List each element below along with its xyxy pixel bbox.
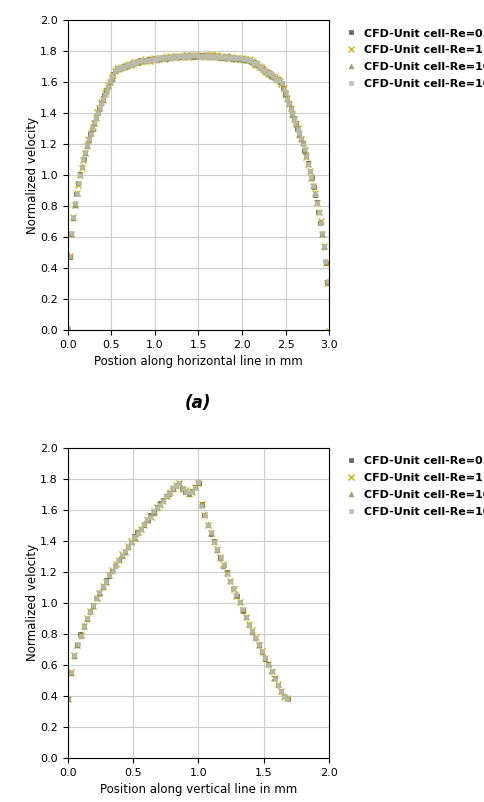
Line: CFD-Unit cell-Re=100: CFD-Unit cell-Re=100 [65,480,289,701]
CFD-Unit cell-Re=100 [186,487,192,496]
CFD-Unit cell-Re=10 [252,634,258,643]
CFD-Unit cell-Re=100 [326,326,332,336]
CFD-Unit cell-Re=1 [256,640,262,650]
X-axis label: Position along vertical line in mm: Position along vertical line in mm [100,784,297,796]
CFD-Unit cell-Re=1 [116,555,122,565]
Line: CFD-Unit cell-Re=1: CFD-Unit cell-Re=1 [65,480,290,703]
CFD-Unit cell-Re=0.1 [186,489,192,499]
CFD-Unit cell-Re=100 [151,55,157,64]
CFD-Unit cell-Re=0.1 [198,50,204,59]
CFD-Unit cell-Re=1 [64,325,70,334]
CFD-Unit cell-Re=100 [116,556,121,565]
CFD-Unit cell-Re=1 [285,694,290,703]
CFD-Unit cell-Re=100 [132,532,137,541]
CFD-Unit cell-Re=10 [326,326,332,336]
CFD-Unit cell-Re=100 [65,325,71,334]
Legend: CFD-Unit cell-Re=0.1, CFD-Unit cell-Re=1, CFD-Unit cell-Re=10, CFD-Unit cell-Re=: CFD-Unit cell-Re=0.1, CFD-Unit cell-Re=1… [343,453,484,520]
CFD-Unit cell-Re=10 [197,50,203,59]
Text: (a): (a) [185,394,212,411]
CFD-Unit cell-Re=0.1 [116,555,122,565]
CFD-Unit cell-Re=10 [284,693,290,703]
CFD-Unit cell-Re=100 [252,633,258,642]
CFD-Unit cell-Re=0.1 [247,56,253,66]
CFD-Unit cell-Re=1 [94,593,100,603]
CFD-Unit cell-Re=0.1 [285,695,290,704]
CFD-Unit cell-Re=0.1 [253,634,258,643]
CFD-Unit cell-Re=1 [65,695,71,704]
CFD-Unit cell-Re=10 [151,54,157,63]
CFD-Unit cell-Re=10 [214,52,220,62]
CFD-Unit cell-Re=100 [196,477,201,487]
CFD-Unit cell-Re=0.1 [65,324,71,334]
CFD-Unit cell-Re=100 [203,51,209,61]
CFD-Unit cell-Re=10 [256,640,262,650]
CFD-Unit cell-Re=100 [256,639,261,649]
CFD-Unit cell-Re=0.1 [168,53,174,63]
CFD-Unit cell-Re=1 [253,633,258,642]
CFD-Unit cell-Re=0.1 [203,51,209,60]
Line: CFD-Unit cell-Re=10: CFD-Unit cell-Re=10 [65,479,289,701]
CFD-Unit cell-Re=10 [94,593,100,603]
X-axis label: Postion along horizontal line in mm: Postion along horizontal line in mm [94,355,303,368]
CFD-Unit cell-Re=10 [195,476,201,486]
CFD-Unit cell-Re=0.1 [93,593,99,602]
Y-axis label: Normalized velocity: Normalized velocity [26,116,39,233]
Line: CFD-Unit cell-Re=0.1: CFD-Unit cell-Re=0.1 [65,52,332,334]
CFD-Unit cell-Re=10 [247,56,253,66]
CFD-Unit cell-Re=100 [284,694,290,703]
CFD-Unit cell-Re=1 [282,88,288,98]
Legend: CFD-Unit cell-Re=0.1, CFD-Unit cell-Re=1, CFD-Unit cell-Re=10, CFD-Unit cell-Re=: CFD-Unit cell-Re=0.1, CFD-Unit cell-Re=1… [343,26,484,91]
CFD-Unit cell-Re=100 [190,50,196,59]
CFD-Unit cell-Re=1 [176,479,182,488]
CFD-Unit cell-Re=10 [168,53,174,63]
CFD-Unit cell-Re=0.1 [65,694,71,703]
CFD-Unit cell-Re=0.1 [282,89,288,99]
CFD-Unit cell-Re=10 [116,555,122,565]
Y-axis label: Normalized velocity: Normalized velocity [26,545,39,662]
CFD-Unit cell-Re=100 [93,593,99,602]
CFD-Unit cell-Re=1 [326,326,332,336]
CFD-Unit cell-Re=1 [168,52,174,62]
CFD-Unit cell-Re=10 [132,533,137,542]
CFD-Unit cell-Re=1 [189,487,195,496]
CFD-Unit cell-Re=10 [204,51,210,61]
Line: CFD-Unit cell-Re=0.1: CFD-Unit cell-Re=0.1 [66,480,290,702]
CFD-Unit cell-Re=10 [65,694,71,703]
CFD-Unit cell-Re=1 [203,51,209,60]
CFD-Unit cell-Re=10 [65,326,71,336]
CFD-Unit cell-Re=0.1 [151,54,156,63]
CFD-Unit cell-Re=100 [168,53,174,63]
CFD-Unit cell-Re=1 [214,51,220,60]
Line: CFD-Unit cell-Re=1: CFD-Unit cell-Re=1 [64,51,332,334]
CFD-Unit cell-Re=10 [283,90,288,99]
CFD-Unit cell-Re=10 [186,488,192,497]
CFD-Unit cell-Re=1 [132,533,137,542]
CFD-Unit cell-Re=0.1 [256,639,262,649]
Line: CFD-Unit cell-Re=100: CFD-Unit cell-Re=100 [65,52,331,334]
CFD-Unit cell-Re=1 [151,54,157,63]
CFD-Unit cell-Re=1 [247,55,253,64]
CFD-Unit cell-Re=100 [65,693,71,703]
Line: CFD-Unit cell-Re=10: CFD-Unit cell-Re=10 [65,52,332,334]
CFD-Unit cell-Re=0.1 [196,478,201,488]
CFD-Unit cell-Re=0.1 [132,531,137,541]
CFD-Unit cell-Re=1 [191,50,197,59]
CFD-Unit cell-Re=100 [283,88,288,98]
CFD-Unit cell-Re=100 [214,52,220,62]
CFD-Unit cell-Re=0.1 [326,326,332,336]
CFD-Unit cell-Re=0.1 [214,51,220,61]
CFD-Unit cell-Re=100 [247,55,253,65]
